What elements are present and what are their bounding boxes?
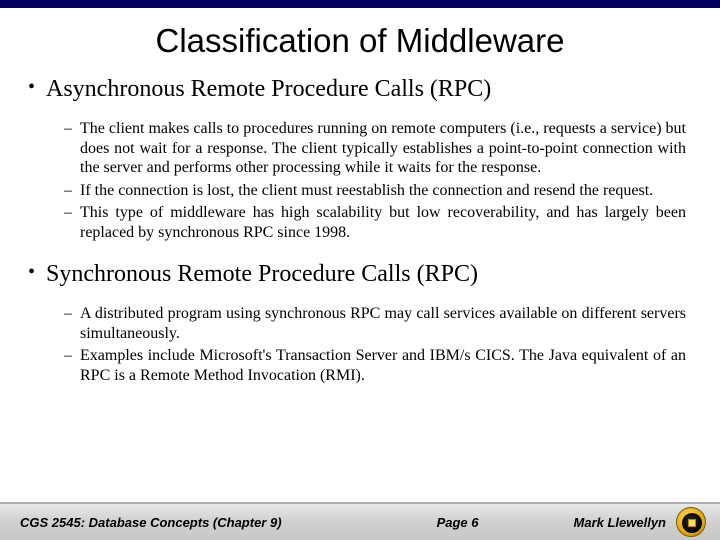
list-item: If the connection is lost, the client mu… (64, 181, 686, 201)
slide-content: Asynchronous Remote Procedure Calls (RPC… (0, 70, 720, 385)
ucf-logo-icon (676, 507, 706, 537)
slide-title: Classification of Middleware (0, 8, 720, 70)
slide: Classification of Middleware Asynchronou… (0, 0, 720, 540)
list-item: A distributed program using synchronous … (64, 304, 686, 343)
list-item: Examples include Microsoft's Transaction… (64, 346, 686, 385)
spacer (28, 245, 692, 261)
footer-course: CGS 2545: Database Concepts (Chapter 9) (20, 515, 282, 530)
slide-footer: CGS 2545: Database Concepts (Chapter 9) … (0, 502, 720, 540)
section-2-points: A distributed program using synchronous … (28, 304, 692, 385)
list-item: The client makes calls to procedures run… (64, 119, 686, 178)
section-2-heading: Synchronous Remote Procedure Calls (RPC) (28, 261, 692, 288)
list-item: This type of middleware has high scalabi… (64, 203, 686, 242)
top-accent-bar (0, 0, 720, 8)
footer-right-group: Mark Llewellyn (574, 507, 706, 537)
section-2: Synchronous Remote Procedure Calls (RPC) (28, 261, 692, 288)
section-1-points: The client makes calls to procedures run… (28, 119, 692, 242)
section-1-heading: Asynchronous Remote Procedure Calls (RPC… (28, 76, 692, 103)
section-1: Asynchronous Remote Procedure Calls (RPC… (28, 76, 692, 103)
footer-page: Page 6 (437, 515, 479, 530)
footer-author: Mark Llewellyn (574, 515, 666, 530)
